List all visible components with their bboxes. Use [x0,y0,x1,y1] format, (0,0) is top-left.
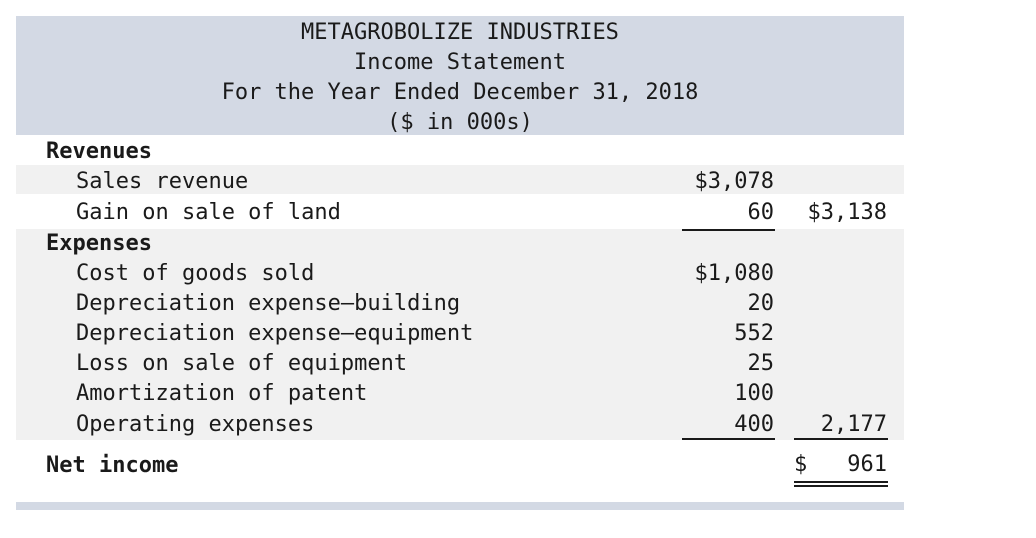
expense-item-label: Cost of goods sold [76,261,315,286]
expense-item-label: Loss on sale of equipment [76,351,408,376]
revenue-item-label: Sales revenue [76,169,249,194]
expense-item-amount: 20 [747,291,775,316]
revenue-item-amount: 60 [747,200,775,225]
revenue-item-label: Gain on sale of land [76,200,341,225]
statement-period: For the Year Ended December 31, 2018 [221,80,699,105]
expense-item-label: Depreciation expense—building [76,291,461,316]
expense-item-label: Operating expenses [76,412,315,437]
expenses-subtotal-rule [682,438,775,440]
expenses-heading: Expenses [46,231,152,256]
expenses-total-rule [794,438,888,440]
statement-footer-bar [16,502,904,510]
company-name: METAGROBOLIZE INDUSTRIES [301,20,619,45]
expense-item-amount: 25 [747,351,775,376]
net-income-amount: 961 [847,452,887,477]
expenses-total: 2,177 [820,412,887,437]
expense-item-amount: 100 [734,381,774,406]
expense-item-label: Amortization of patent [76,381,368,406]
revenues-subtotal-rule [682,229,775,231]
expense-item-amount: 400 [734,412,774,437]
net-income-currency: $ [794,452,808,477]
expense-item-amount: $1,080 [694,261,774,286]
expense-item-amount: 552 [734,321,774,346]
revenues-heading: Revenues [46,139,152,164]
row-band [16,229,904,440]
statement-title: Income Statement [354,50,566,75]
row-band [16,165,904,194]
revenue-item-amount: $3,078 [694,169,774,194]
statement-units: ($ in 000s) [387,110,533,135]
statement-header: METAGROBOLIZE INDUSTRIES Income Statemen… [16,16,904,135]
net-income-label: Net income [46,453,179,478]
revenues-total: $3,138 [807,200,887,225]
expense-item-label: Depreciation expense—equipment [76,321,474,346]
net-income-double-rule-top [794,481,888,483]
net-income-double-rule-bottom [794,485,888,487]
